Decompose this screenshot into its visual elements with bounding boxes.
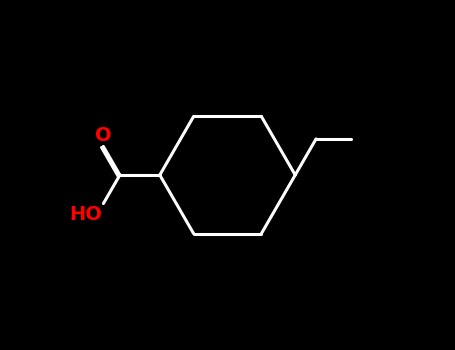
Text: O: O bbox=[95, 126, 111, 145]
Text: HO: HO bbox=[69, 205, 101, 224]
